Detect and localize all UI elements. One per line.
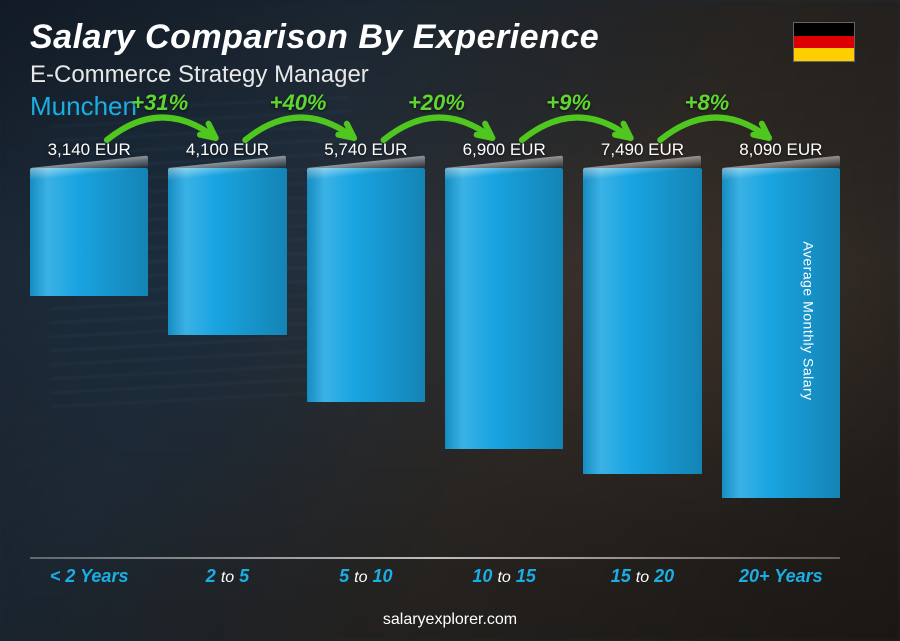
job-title: E-Commerce Strategy Manager — [30, 61, 870, 89]
bar-value-label: 6,900 EUR — [463, 140, 546, 160]
bar — [30, 168, 148, 296]
x-axis-label: < 2 Years — [30, 566, 148, 587]
pct-increase-label: +9% — [546, 90, 591, 116]
y-axis-label: Average Monthly Salary — [800, 241, 816, 400]
chart-baseline — [30, 557, 840, 559]
flag-stripe-red — [794, 36, 854, 49]
bar — [583, 168, 701, 474]
bar-face-shade — [583, 168, 701, 474]
flag-stripe-gold — [794, 48, 854, 61]
bar-face-shade — [30, 168, 148, 296]
bar-slot: 7,490 EUR — [583, 140, 701, 559]
x-axis-label: 20+ Years — [722, 566, 840, 587]
bar-face-shade — [445, 168, 563, 449]
country-flag-germany — [793, 22, 855, 62]
x-axis-label: 5 to 10 — [307, 566, 425, 587]
x-axis-label: 15 to 20 — [583, 566, 701, 587]
bar-slot: 3,140 EUR — [30, 140, 148, 559]
bar-slot: 6,900 EUR — [445, 140, 563, 559]
bars-container: 3,140 EUR 4,100 EUR 5,740 EUR 6,900 EUR 7,49… — [30, 140, 840, 559]
x-axis-label: 2 to 5 — [168, 566, 286, 587]
bar-slot: 4,100 EUR — [168, 140, 286, 559]
bar-face-shade — [722, 168, 840, 498]
bar-slot: 8,090 EUR — [722, 140, 840, 559]
bar-value-label: 8,090 EUR — [739, 140, 822, 160]
bar — [307, 168, 425, 402]
page-title: Salary Comparison By Experience — [30, 18, 870, 57]
bar-value-label: 7,490 EUR — [601, 140, 684, 160]
bar-face-shade — [307, 168, 425, 402]
pct-increase-label: +31% — [131, 90, 188, 116]
pct-increase-label: +40% — [270, 90, 327, 116]
x-axis-label: 10 to 15 — [445, 566, 563, 587]
x-axis-labels: < 2 Years 2 to 5 5 to 10 10 to 15 15 to 20 20… — [30, 566, 840, 587]
bar-face-shade — [168, 168, 286, 335]
bar-value-label: 3,140 EUR — [48, 140, 131, 160]
bar-value-label: 5,740 EUR — [324, 140, 407, 160]
bar — [445, 168, 563, 449]
bar — [168, 168, 286, 335]
bar-slot: 5,740 EUR — [307, 140, 425, 559]
footer-attribution: salaryexplorer.com — [0, 611, 900, 629]
pct-increase-label: +8% — [685, 90, 730, 116]
chart-area: 3,140 EUR 4,100 EUR 5,740 EUR 6,900 EUR 7,49… — [30, 140, 840, 587]
bar-value-label: 4,100 EUR — [186, 140, 269, 160]
content-root: Salary Comparison By Experience E-Commer… — [0, 0, 900, 641]
pct-increase-label: +20% — [408, 90, 465, 116]
flag-stripe-black — [794, 23, 854, 36]
bar — [722, 168, 840, 498]
